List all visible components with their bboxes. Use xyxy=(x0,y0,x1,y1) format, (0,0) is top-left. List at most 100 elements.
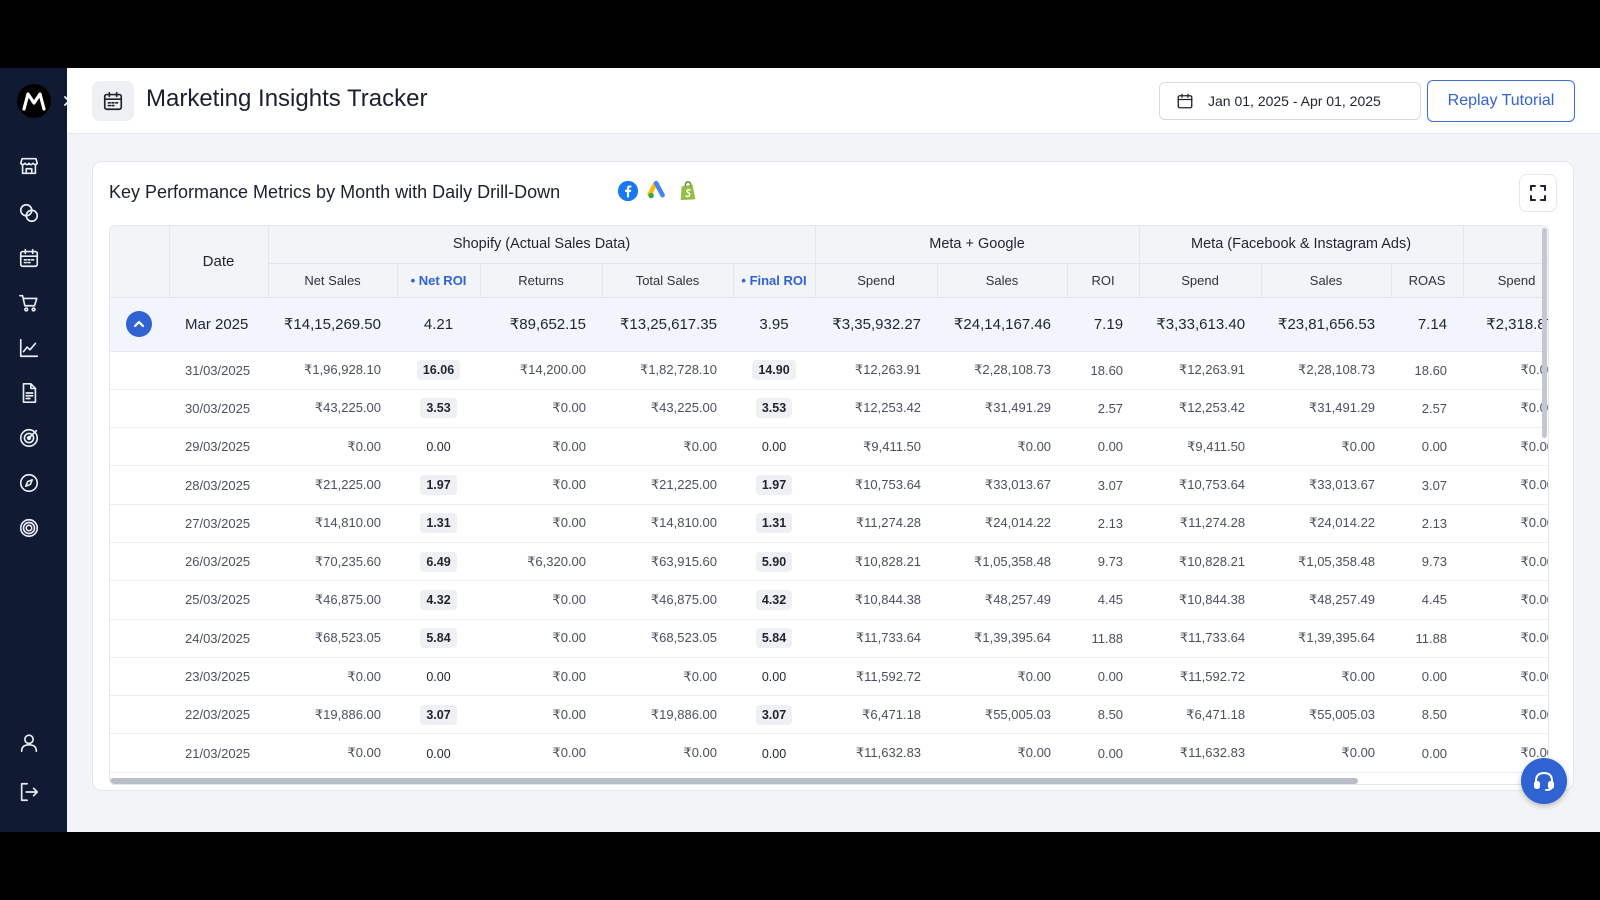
table-row: 26/03/2025 ₹70,235.60 6.49 ₹6,320.00 ₹63,915… xyxy=(110,542,1548,582)
table-cell: ₹46,875.00 xyxy=(268,580,397,620)
horizontal-scrollbar[interactable] xyxy=(110,778,1358,784)
column-header-4[interactable]: Final ROI xyxy=(733,263,816,298)
column-header-8[interactable]: Spend xyxy=(1139,263,1262,298)
row-spacer xyxy=(110,427,169,467)
table-cell: ₹0.00 xyxy=(480,619,602,658)
metrics-table-container[interactable]: Date Shopify (Actual Sales Data) Meta + … xyxy=(109,225,1549,785)
table-cell: ₹68,523.05 xyxy=(602,619,733,658)
column-header-0[interactable]: Net Sales xyxy=(268,263,398,298)
roi-badge: 6.49 xyxy=(420,551,457,572)
roi-badge: 4.32 xyxy=(755,589,793,610)
row-date: 28/03/2025 xyxy=(169,465,268,505)
table-cell: ₹11,274.28 xyxy=(815,504,938,543)
brand-logo[interactable] xyxy=(17,84,51,118)
sidebar-item-analytics[interactable] xyxy=(17,336,41,360)
table-cell: ₹48,257.49 xyxy=(937,580,1068,620)
row-date: 23/03/2025 xyxy=(169,657,268,697)
group-header-meta: Meta (Facebook & Instagram Ads) xyxy=(1139,226,1464,264)
store-icon xyxy=(19,157,39,175)
table-cell: ₹33,013.67 xyxy=(1261,465,1392,505)
table-cell: ₹0.00 xyxy=(480,427,602,467)
table-cell: 5.84 xyxy=(733,619,816,658)
table-cell: 3.07 xyxy=(397,695,480,735)
table-row: 22/03/2025 ₹19,886.00 3.07 ₹0.00 ₹19,886.00 3… xyxy=(110,695,1548,735)
support-chat-button[interactable] xyxy=(1521,758,1567,804)
table-cell: 16.06 xyxy=(397,351,480,390)
table-cell: ₹2,28,108.73 xyxy=(1261,351,1392,390)
sidebar-item-logout[interactable] xyxy=(17,780,41,804)
table-cell: 0.00 xyxy=(397,427,480,467)
target-icon xyxy=(19,428,39,448)
table-cell: 4.45 xyxy=(1391,580,1464,620)
date-range-picker[interactable]: Jan 01, 2025 - Apr 01, 2025 xyxy=(1159,82,1421,120)
table-cell: ₹0.00 xyxy=(937,427,1068,467)
roi-badge: 1.97 xyxy=(755,475,793,496)
month-cell: ₹89,652.15 xyxy=(480,297,602,352)
table-cell: ₹0.00 xyxy=(1261,657,1392,697)
table-cell: ₹1,05,358.48 xyxy=(1261,542,1392,582)
table-cell: 1.31 xyxy=(733,504,816,543)
table-cell: 18.60 xyxy=(1067,351,1140,390)
table-cell: ₹11,592.72 xyxy=(815,657,938,697)
fullscreen-button[interactable] xyxy=(1519,174,1557,212)
column-header-1[interactable]: Net ROI xyxy=(397,263,481,298)
roi-badge: 1.31 xyxy=(755,513,793,534)
column-header-2[interactable]: Returns xyxy=(480,263,603,298)
row-spacer xyxy=(110,733,169,773)
table-cell: ₹55,005.03 xyxy=(1261,695,1392,735)
table-cell: ₹19,886.00 xyxy=(268,695,397,735)
roi-badge: 5.90 xyxy=(755,551,793,572)
month-cell: 7.19 xyxy=(1067,297,1140,352)
sidebar-item-reports[interactable] xyxy=(17,381,41,405)
date-column-header[interactable]: Date xyxy=(169,226,269,298)
column-header-11[interactable]: Spend xyxy=(1463,263,1548,298)
month-summary-row[interactable]: Mar 2025 ₹14,15,269.50 4.21 ₹89,652.15 ₹13,2… xyxy=(110,297,1548,352)
group-header-shopify: Shopify (Actual Sales Data) xyxy=(268,226,816,264)
roi-badge: 0.00 xyxy=(761,670,787,685)
table-cell: ₹0.00 xyxy=(602,427,733,467)
column-header-5[interactable]: Spend xyxy=(815,263,938,298)
table-cell: 0.00 xyxy=(733,657,816,697)
table-cell: ₹70,235.60 xyxy=(268,542,397,582)
sidebar-item-profile[interactable] xyxy=(17,731,41,755)
group-header-meta-google: Meta + Google xyxy=(815,226,1140,264)
column-header-7[interactable]: ROI xyxy=(1067,263,1140,298)
column-header-6[interactable]: Sales xyxy=(937,263,1068,298)
sidebar-item-store[interactable] xyxy=(17,154,41,178)
table-cell: ₹14,810.00 xyxy=(268,504,397,543)
row-date: 22/03/2025 xyxy=(169,695,268,735)
sidebar-item-goals[interactable] xyxy=(17,516,41,540)
sidebar-item-targets[interactable] xyxy=(17,426,41,450)
roi-badge: 14.90 xyxy=(752,360,796,381)
column-header-3[interactable]: Total Sales xyxy=(602,263,734,298)
sidebar-item-calendar[interactable] xyxy=(17,246,41,270)
month-cell: ₹14,15,269.50 xyxy=(268,297,397,352)
roi-badge: 0.00 xyxy=(426,670,451,685)
sidebar-item-explore[interactable] xyxy=(17,471,41,495)
table-cell: 3.07 xyxy=(1391,465,1464,505)
collapse-month-button[interactable] xyxy=(126,311,152,337)
row-spacer xyxy=(110,580,169,620)
bullseye-icon xyxy=(19,518,39,538)
table-cell: ₹0.00 xyxy=(1463,695,1548,735)
table-cell: 2.13 xyxy=(1391,504,1464,543)
roi-badge: 4.32 xyxy=(420,589,457,610)
calendar-icon xyxy=(103,91,123,111)
sidebar-item-cart[interactable] xyxy=(17,291,41,315)
column-header-10[interactable]: ROAS xyxy=(1391,263,1464,298)
vertical-scrollbar[interactable] xyxy=(1542,228,1547,438)
table-cell: 3.53 xyxy=(733,389,816,429)
replay-tutorial-button[interactable]: Replay Tutorial xyxy=(1427,80,1575,122)
link-icon xyxy=(19,203,39,223)
table-cell: 2.57 xyxy=(1391,389,1464,429)
roi-badge: 1.97 xyxy=(420,475,457,496)
month-cell: ₹3,33,613.40 xyxy=(1139,297,1262,352)
sidebar-item-links[interactable] xyxy=(17,201,41,225)
table-cell: ₹12,253.42 xyxy=(815,389,938,429)
column-header-9[interactable]: Sales xyxy=(1261,263,1392,298)
table-cell: ₹1,82,728.10 xyxy=(602,351,733,390)
table-cell: ₹0.00 xyxy=(268,657,397,697)
table-cell: 0.00 xyxy=(1391,427,1464,467)
table-cell: 0.00 xyxy=(733,427,816,467)
month-cell: ₹3,35,932.27 xyxy=(815,297,938,352)
